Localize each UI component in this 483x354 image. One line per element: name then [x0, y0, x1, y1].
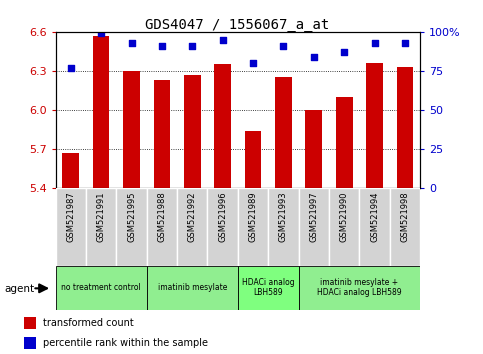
- Text: GSM521994: GSM521994: [370, 192, 379, 242]
- Text: GSM521992: GSM521992: [188, 192, 197, 242]
- Text: GSM521993: GSM521993: [279, 192, 288, 242]
- Point: [371, 40, 379, 46]
- Text: GSM521990: GSM521990: [340, 192, 349, 242]
- FancyBboxPatch shape: [147, 188, 177, 266]
- Text: GSM521991: GSM521991: [97, 192, 106, 242]
- Bar: [305, 110, 322, 188]
- Point: [158, 43, 166, 49]
- Text: GSM521988: GSM521988: [157, 192, 167, 242]
- Text: GSM521987: GSM521987: [66, 192, 75, 242]
- FancyBboxPatch shape: [147, 266, 238, 310]
- Text: GSM521995: GSM521995: [127, 192, 136, 242]
- FancyBboxPatch shape: [86, 188, 116, 266]
- Bar: [336, 97, 353, 188]
- Text: no treatment control: no treatment control: [61, 283, 141, 292]
- FancyBboxPatch shape: [177, 188, 208, 266]
- FancyBboxPatch shape: [268, 188, 298, 266]
- Point: [97, 30, 105, 36]
- Point: [401, 40, 409, 46]
- FancyBboxPatch shape: [298, 188, 329, 266]
- Point: [188, 43, 196, 49]
- FancyBboxPatch shape: [238, 266, 298, 310]
- Text: GSM521997: GSM521997: [309, 192, 318, 242]
- Text: imatinib mesylate +
HDACi analog LBH589: imatinib mesylate + HDACi analog LBH589: [317, 278, 402, 297]
- Text: imatinib mesylate: imatinib mesylate: [157, 283, 227, 292]
- Text: agent: agent: [5, 284, 35, 293]
- Point: [341, 49, 348, 55]
- Point: [310, 54, 318, 59]
- Bar: [123, 71, 140, 188]
- Text: HDACi analog
LBH589: HDACi analog LBH589: [242, 278, 295, 297]
- Bar: [366, 63, 383, 188]
- Point: [280, 43, 287, 49]
- Text: transformed count: transformed count: [43, 318, 134, 329]
- Text: GSM521989: GSM521989: [249, 192, 257, 242]
- FancyBboxPatch shape: [116, 188, 147, 266]
- FancyBboxPatch shape: [359, 188, 390, 266]
- FancyBboxPatch shape: [238, 188, 268, 266]
- FancyBboxPatch shape: [56, 266, 147, 310]
- FancyBboxPatch shape: [298, 266, 420, 310]
- Bar: [24, 337, 36, 349]
- Bar: [245, 131, 261, 188]
- Bar: [62, 153, 79, 188]
- Text: percentile rank within the sample: percentile rank within the sample: [43, 338, 209, 348]
- Point: [249, 60, 257, 66]
- Point: [128, 40, 135, 46]
- Point: [67, 65, 74, 70]
- FancyBboxPatch shape: [329, 188, 359, 266]
- Bar: [24, 318, 36, 329]
- FancyBboxPatch shape: [56, 188, 86, 266]
- Text: GSM521996: GSM521996: [218, 192, 227, 242]
- Bar: [154, 80, 170, 188]
- Bar: [397, 67, 413, 188]
- Bar: [184, 75, 200, 188]
- Bar: [214, 64, 231, 188]
- FancyBboxPatch shape: [390, 188, 420, 266]
- Bar: [93, 36, 110, 188]
- Text: GSM521998: GSM521998: [400, 192, 410, 242]
- Bar: [275, 77, 292, 188]
- Text: GDS4047 / 1556067_a_at: GDS4047 / 1556067_a_at: [144, 18, 329, 32]
- Point: [219, 37, 227, 42]
- FancyBboxPatch shape: [208, 188, 238, 266]
